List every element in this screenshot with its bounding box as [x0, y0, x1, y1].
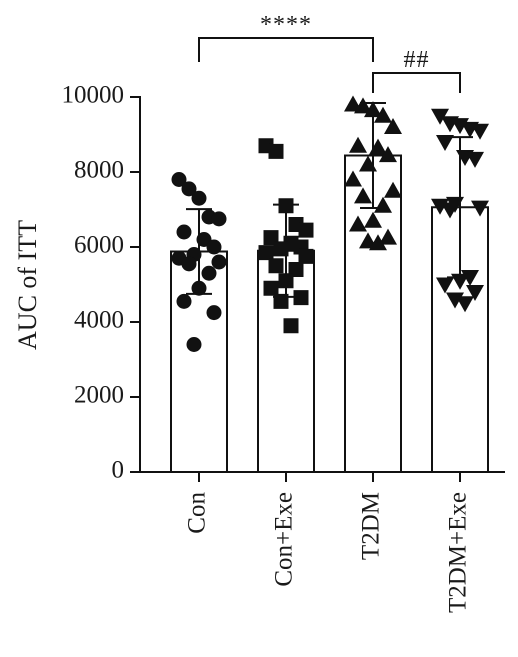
significance-label: ##: [404, 47, 430, 73]
x-axis: Con Con+Exe T2DM T2DM+Exe: [140, 471, 505, 613]
data-point: [456, 296, 474, 313]
y-tick-label: 6000: [74, 232, 124, 259]
significance-label: ****: [260, 12, 312, 38]
data-point: [384, 118, 402, 134]
data-point: [466, 285, 484, 301]
data-point: [471, 123, 489, 140]
data-point: [211, 211, 227, 227]
significance-layer: **** ##: [198, 12, 461, 93]
data-point: [211, 254, 227, 270]
data-point: [359, 155, 377, 172]
data-point: [471, 200, 489, 217]
y-axis-title: AUC of ITT: [13, 220, 42, 350]
data-point: [176, 293, 192, 309]
data-point: [206, 305, 222, 321]
data-point: [273, 241, 289, 257]
category-label: T2DM+Exe: [445, 492, 472, 613]
data-point: [206, 239, 222, 255]
data-point: [466, 151, 484, 168]
data-point: [354, 187, 372, 204]
data-point: [374, 106, 392, 123]
data-point: [349, 215, 367, 232]
data-point: [171, 172, 187, 187]
data-point: [344, 170, 362, 187]
error-bars-layer: [186, 102, 473, 298]
data-point: [176, 224, 192, 240]
y-tick-label: 0: [112, 457, 125, 484]
data-point: [181, 181, 197, 197]
data-point: [451, 273, 469, 290]
category-label: T2DM: [358, 492, 385, 560]
data-point: [436, 277, 454, 294]
data-point: [278, 273, 294, 289]
y-tick-label: 10000: [62, 82, 125, 109]
y-tick-label: 4000: [74, 307, 124, 334]
data-point: [369, 138, 387, 155]
data-point: [364, 211, 382, 228]
data-point: [298, 222, 314, 238]
y-tick-label: 8000: [74, 157, 124, 184]
data-point: [191, 190, 207, 206]
data-point: [201, 265, 217, 281]
data-point: [278, 198, 294, 214]
data-point: [354, 97, 372, 114]
data-point: [431, 108, 449, 125]
data-point: [186, 337, 202, 352]
data-point: [384, 181, 402, 198]
data-point: [369, 234, 387, 251]
data-point: [191, 280, 207, 296]
significance-bracket: [198, 37, 374, 62]
category-label: Con+Exe: [271, 492, 298, 587]
data-point: [283, 318, 299, 334]
data-point: [273, 293, 289, 309]
y-axis: 0 2000 4000 6000 8000 10000: [62, 82, 141, 484]
points-layer: [171, 95, 489, 352]
data-point: [374, 196, 392, 213]
data-point: [263, 280, 279, 296]
data-point: [268, 143, 284, 159]
data-point: [349, 136, 367, 153]
category-label: Con: [184, 492, 211, 534]
data-point: [441, 202, 459, 219]
data-point: [258, 245, 274, 261]
data-point: [298, 248, 314, 264]
data-point: [436, 135, 454, 151]
data-point: [379, 146, 397, 163]
y-tick-label: 2000: [74, 382, 124, 409]
data-point: [364, 101, 382, 118]
data-point: [268, 258, 284, 274]
data-point: [293, 290, 309, 306]
data-point: [181, 256, 197, 272]
data-point: [379, 228, 397, 245]
significance-bracket: [372, 72, 461, 93]
